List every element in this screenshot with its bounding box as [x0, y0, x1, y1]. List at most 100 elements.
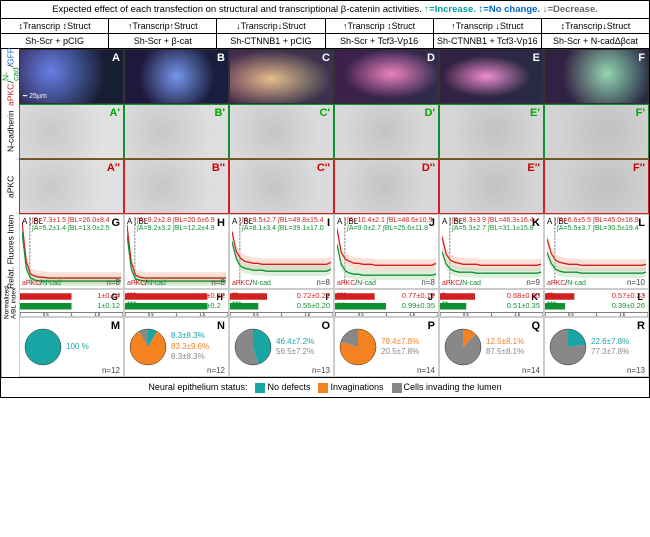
sig-stars: ***	[442, 291, 448, 309]
row-label-chart: Relat. Fluores Inten	[1, 214, 19, 289]
effect-cell: ↑Transcrip ↓Struct	[434, 19, 542, 33]
row-label-apkc: aPKC	[1, 159, 19, 214]
row-label-bar: Normalized A/BL index	[1, 289, 19, 317]
merge-panel: A━ 25µm	[19, 49, 124, 104]
bar-values: 0.68±0.350.51±0.35	[507, 291, 540, 311]
panel-letter: H	[217, 217, 225, 229]
legend-item: Invaginations	[330, 382, 383, 392]
n-label: n=10	[627, 278, 645, 287]
panel-letter: C''	[317, 162, 330, 174]
intensity-chart: A ¦ BLG ∫A=7.3±1.5 ∫BL=26.0±8.4 ∫A=5.2±1…	[19, 214, 124, 289]
legend-swatch	[255, 383, 265, 393]
ncad-panel: C'	[229, 104, 334, 159]
ncad-panel: F'	[544, 104, 649, 159]
panel-letter: R	[637, 320, 645, 332]
abl-index-chart: 00.511.52 L' 0.57±0.330.39±0.26 *****	[544, 289, 649, 317]
pie-chart	[232, 326, 274, 368]
pie-percentages: 100 %	[64, 342, 121, 352]
condition-cell: Sh-Scr + Tcf3-Vp16	[326, 34, 434, 48]
row-label-pie	[1, 317, 19, 377]
pie-chart	[442, 326, 484, 368]
condition-cell: Sh-CTNNB1 + Tcf3-Vp16	[434, 34, 542, 48]
apkc-panel: D''	[334, 159, 439, 214]
integral-values: ∫A=9.5±2.7 ∫BL=49.8±15.4 ∫A=8.1±3.4 ∫BL=…	[242, 217, 324, 234]
pie-chart	[337, 326, 379, 368]
arrow-down: ↓=Decrease.	[543, 4, 598, 15]
svg-text:1.5: 1.5	[514, 312, 520, 316]
panel-letter: D'	[424, 107, 435, 119]
panel-letter: B'	[214, 107, 225, 119]
pie-percentages: 12.5±8.1%87.5±8.1%	[484, 337, 541, 358]
pie-panel: 8.3±8.3%83.3±9.6%8.3±8.3% N n=12	[124, 317, 229, 377]
figure-container: Expected effect of each transfection on …	[0, 0, 650, 398]
scalebar: ━ 25µm	[23, 92, 47, 100]
condition-cell: Sh-CTNNB1 + pCIG	[217, 34, 325, 48]
svg-text:2: 2	[647, 312, 648, 316]
pie-percentages: 8.3±8.3%83.3±9.6%8.3±8.3%	[169, 331, 226, 362]
pie-percentages: 46.4±7.2%56.5±7.2%	[274, 337, 331, 358]
effect-cell: ↑Transcrip↑Struct	[109, 19, 217, 33]
condition-cell: Sh-Scr + β-cat	[109, 34, 217, 48]
panel-letter: D''	[422, 162, 435, 174]
integral-values: ∫A=7.3±1.5 ∫BL=26.0±8.4 ∫A=5.2±1.4 ∫BL=1…	[32, 217, 110, 234]
n-label: n=14	[417, 366, 435, 375]
merge-panel: F	[544, 49, 649, 104]
svg-text:0.5: 0.5	[463, 312, 469, 316]
condition-row: Sh-Scr + pCIGSh-Scr + β-catSh-CTNNB1 + p…	[1, 34, 649, 49]
merge-panel: B	[124, 49, 229, 104]
sig-stars: ***ns	[337, 291, 346, 309]
apkc-panel: C''	[229, 159, 334, 214]
n-label: n=8	[106, 278, 120, 287]
bar-values: 0.77±0.110.99±0.35	[402, 291, 435, 311]
effect-cell: ↓Transcrip↓Struct	[217, 19, 325, 33]
panel-letter: F'	[636, 107, 645, 119]
panel-letter: M	[111, 320, 120, 332]
integral-values: ∫A=10.4±2.1 ∫BL=48.6±10.9 ∫A=9.0±2.7 ∫BL…	[347, 217, 433, 234]
chart-legend: aPKC/N-cad	[22, 280, 61, 287]
apkc-panel: B''	[124, 159, 229, 214]
sig-stars: ******	[127, 291, 136, 309]
panel-letter: E	[533, 52, 540, 64]
intensity-chart: A ¦ BLI ∫A=9.5±2.7 ∫BL=49.8±15.4 ∫A=8.1±…	[229, 214, 334, 289]
n-label: n=13	[627, 366, 645, 375]
svg-text:2: 2	[227, 312, 228, 316]
svg-text:0.5: 0.5	[148, 312, 154, 316]
legend-swatch	[318, 383, 328, 393]
panel-letter: B	[217, 52, 225, 64]
bottom-legend: Neural epithelium status:No defectsInvag…	[1, 377, 649, 397]
ncad-panel: B'	[124, 104, 229, 159]
svg-text:2: 2	[542, 312, 543, 316]
panel-letter: P	[428, 320, 435, 332]
panel-letter: Q	[531, 320, 540, 332]
panel-column: C C' C'' A ¦ BLI ∫A=9.5±2.7 ∫BL=49.8±15.4 …	[229, 49, 334, 377]
panel-letter: B''	[212, 162, 225, 174]
legend-swatch	[392, 383, 402, 393]
merge-panel: C	[229, 49, 334, 104]
panel-letter: F	[638, 52, 645, 64]
ncad-panel: A'	[19, 104, 124, 159]
effect-cell: ↕Transcrip↓Struct	[542, 19, 649, 33]
n-label: n=8	[421, 278, 435, 287]
intensity-chart: A ¦ BLL ∫A=6.6±5.5 ∫BL=45.0±18.9 ∫A=5.5±…	[544, 214, 649, 289]
svg-text:2: 2	[332, 312, 333, 316]
panel-letter: F''	[633, 162, 645, 174]
n-label: n=8	[211, 278, 225, 287]
integral-values: ∫A=9.2±2.8 ∫BL=20.6±6.9 ∫A=9.2±3.2 ∫BL=1…	[137, 217, 215, 234]
apkc-panel: F''	[544, 159, 649, 214]
pie-panel: 100 % M n=12	[19, 317, 124, 377]
pie-panel: 79.4±7.8%20.5±7.8% P n=14	[334, 317, 439, 377]
svg-text:0.5: 0.5	[358, 312, 364, 316]
apkc-panel: A''	[19, 159, 124, 214]
pie-percentages: 79.4±7.8%20.5±7.8%	[379, 337, 436, 358]
pie-panel: 46.4±7.2%56.5±7.2% O n=13	[229, 317, 334, 377]
effect-cell: ↑Transcrip ↕Struct	[326, 19, 434, 33]
n-label: n=12	[102, 366, 120, 375]
svg-text:0.5: 0.5	[568, 312, 574, 316]
n-label: n=14	[522, 366, 540, 375]
pie-chart	[22, 326, 64, 368]
n-label: n=8	[316, 278, 330, 287]
panel-letter: E'	[530, 107, 540, 119]
panel-letter: C'	[319, 107, 330, 119]
pie-chart	[127, 326, 169, 368]
svg-text:1.5: 1.5	[94, 312, 100, 316]
